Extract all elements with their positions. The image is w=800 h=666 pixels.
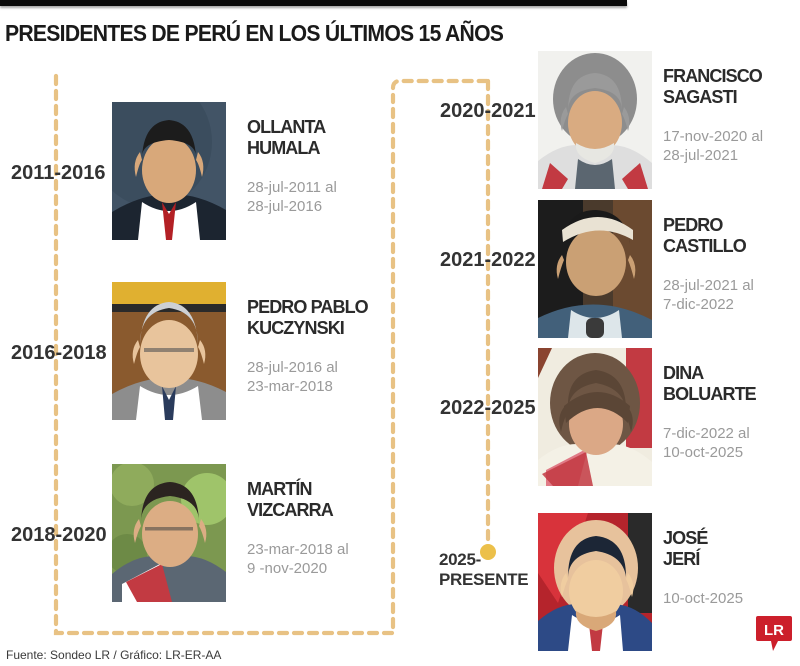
svg-text:LR: LR: [764, 622, 784, 639]
